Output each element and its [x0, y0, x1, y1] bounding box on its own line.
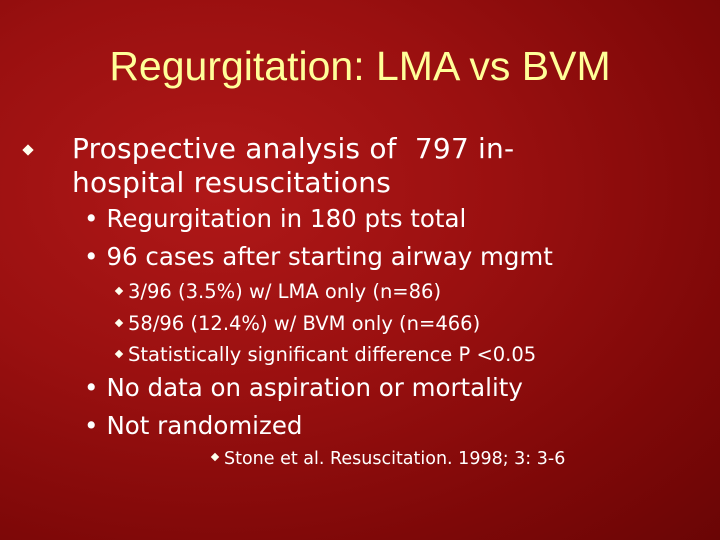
detail-text: Statistically significant difference P <…	[128, 343, 537, 366]
main-point-line-1: Prospective analysis of 797 in-	[72, 132, 515, 165]
sub-point-text: Not randomized	[106, 411, 303, 440]
main-point-line-2: hospital resuscitations	[72, 166, 392, 199]
sub-point-text: No data on aspiration or mortality	[106, 373, 523, 402]
reference-text: Stone et al. Resuscitation. 1998; 3: 3-6	[224, 449, 566, 469]
main-point: Prospective analysis of 797 in- hospital…	[72, 132, 692, 200]
sub-point: • No data on aspiration or mortality	[84, 373, 523, 403]
detail-item: 3/96 (3.5%) w/ LMA only (n=86)	[114, 276, 442, 307]
sub-point: • Not randomized	[84, 411, 302, 441]
diamond-bullet-icon	[22, 144, 34, 156]
bullet-dot-icon: •	[84, 373, 99, 402]
sub-point: • 96 cases after starting airway mgmt	[84, 242, 553, 272]
detail-text: 3/96 (3.5%) w/ LMA only (n=86)	[128, 280, 442, 303]
diamond-bullet-icon	[114, 286, 124, 295]
reference: Stone et al. Resuscitation. 1998; 3: 3-6	[210, 445, 566, 473]
bullet-dot-icon: •	[84, 204, 99, 233]
bullet-dot-icon: •	[84, 242, 99, 271]
bullet-dot-icon: •	[84, 411, 99, 440]
detail-item: Statistically significant difference P <…	[114, 339, 537, 370]
detail-text: 58/96 (12.4%) w/ BVM only (n=466)	[128, 312, 481, 335]
sub-point-text: 96 cases after starting airway mgmt	[106, 242, 553, 271]
diamond-bullet-icon	[114, 349, 124, 358]
slide-title: Regurgitation: LMA vs BVM	[109, 43, 611, 89]
sub-point-text: Regurgitation in 180 pts total	[106, 204, 467, 233]
detail-item: 58/96 (12.4%) w/ BVM only (n=466)	[114, 308, 481, 339]
sub-point: • Regurgitation in 180 pts total	[84, 204, 466, 234]
diamond-bullet-icon	[114, 318, 124, 327]
diamond-bullet-icon	[210, 452, 220, 462]
